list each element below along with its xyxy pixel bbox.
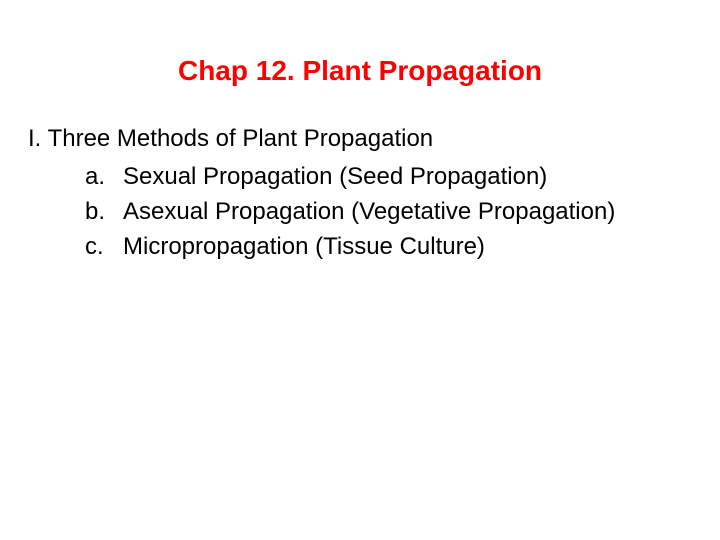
list-item: b. Asexual Propagation (Vegetative Propa… [85,198,720,226]
list-marker: a. [85,163,123,191]
outline-list: a. Sexual Propagation (Seed Propagation)… [0,163,720,261]
list-item-text: Micropropagation (Tissue Culture) [123,233,485,261]
slide-title: Chap 12. Plant Propagation [0,55,720,87]
list-item: a. Sexual Propagation (Seed Propagation) [85,163,720,191]
list-marker: b. [85,198,123,226]
list-marker: c. [85,233,123,261]
slide-container: Chap 12. Plant Propagation I. Three Meth… [0,0,720,540]
list-item-text: Asexual Propagation (Vegetative Propagat… [123,198,615,226]
list-item-text: Sexual Propagation (Seed Propagation) [123,163,547,191]
list-item: c. Micropropagation (Tissue Culture) [85,233,720,261]
section-heading: I. Three Methods of Plant Propagation [0,125,720,153]
